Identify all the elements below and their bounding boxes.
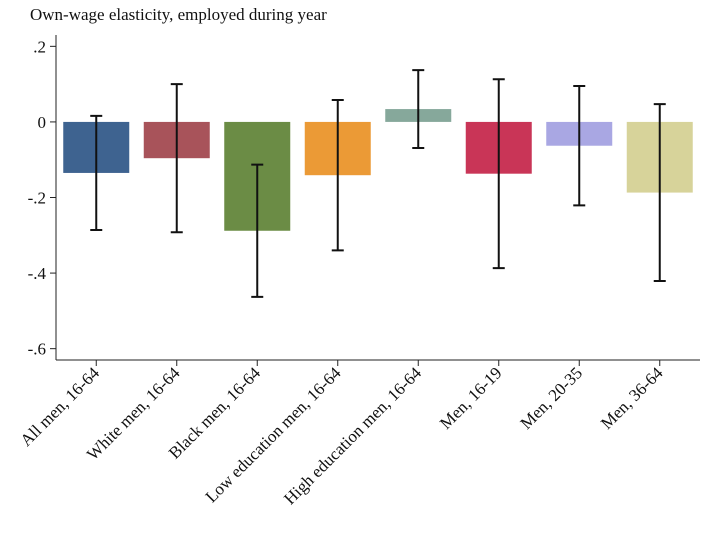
error-bar <box>492 78 505 270</box>
error-bar <box>412 69 425 149</box>
error-bar <box>573 85 586 207</box>
y-tick-label: -.4 <box>28 264 47 283</box>
x-tick-label: Men, 20-35 <box>517 363 587 433</box>
x-tick-label: Low education men, 16-64 <box>202 363 345 506</box>
error-bar <box>251 163 264 298</box>
error-bar <box>653 103 666 283</box>
y-tick-label: -.6 <box>28 340 46 359</box>
y-tick-label: .2 <box>33 37 46 56</box>
error-bar <box>331 99 344 252</box>
x-tick-label: High education men, 16-64 <box>280 363 425 508</box>
x-tick-label: Men, 16-19 <box>436 363 506 433</box>
y-tick-label: -.2 <box>28 189 46 208</box>
chart-title: Own-wage elasticity, employed during yea… <box>30 5 327 24</box>
y-tick-label: 0 <box>38 113 47 132</box>
error-bar <box>90 114 103 231</box>
x-tick-label: Men, 36-64 <box>597 363 667 433</box>
x-tick-label: All men, 16-64 <box>17 363 104 450</box>
error-bar <box>170 83 183 234</box>
